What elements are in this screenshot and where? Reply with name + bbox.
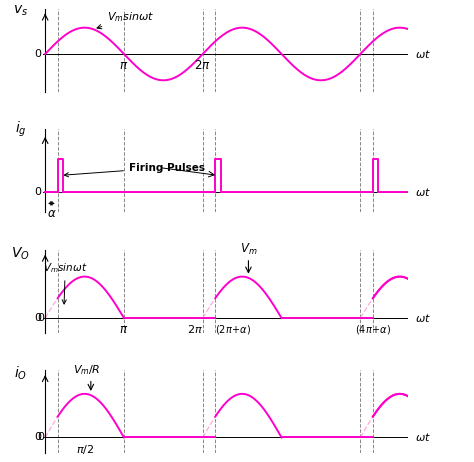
Text: $\omega t$: $\omega t$ — [415, 432, 431, 444]
Text: $\pi$: $\pi$ — [119, 59, 128, 72]
Y-axis label: $i_g$: $i_g$ — [15, 120, 27, 140]
Text: 0: 0 — [35, 432, 41, 443]
Text: $V_m sin\omega t$: $V_m sin\omega t$ — [43, 261, 87, 304]
Text: 0: 0 — [37, 432, 44, 443]
Text: $\omega t$: $\omega t$ — [415, 312, 431, 324]
Text: $\omega t$: $\omega t$ — [415, 186, 431, 198]
Text: $2\pi$: $2\pi$ — [187, 323, 203, 335]
Y-axis label: $V_O$: $V_O$ — [11, 246, 30, 262]
Text: $V_m sin\omega t$: $V_m sin\omega t$ — [97, 10, 155, 29]
Y-axis label: $v_s$: $v_s$ — [13, 3, 28, 18]
Text: 0: 0 — [35, 313, 41, 323]
Text: 0: 0 — [35, 49, 41, 59]
Text: $(4\pi\!+\!\alpha)$: $(4\pi\!+\!\alpha)$ — [355, 323, 391, 336]
Text: $\pi$: $\pi$ — [119, 323, 128, 336]
Text: $\alpha$: $\alpha$ — [46, 207, 56, 220]
Text: 0: 0 — [35, 187, 41, 197]
Y-axis label: $i_O$: $i_O$ — [14, 365, 27, 382]
Text: $(2\pi\!+\!\alpha)$: $(2\pi\!+\!\alpha)$ — [215, 323, 251, 336]
Text: $\pi/2$: $\pi/2$ — [75, 443, 93, 456]
Text: Firing Pulses: Firing Pulses — [64, 163, 205, 177]
Text: $V_m/R$: $V_m/R$ — [73, 364, 101, 377]
Text: 0: 0 — [37, 313, 44, 323]
Text: $\omega t$: $\omega t$ — [415, 48, 431, 60]
Text: $2\pi$: $2\pi$ — [194, 59, 211, 72]
Text: $V_m$: $V_m$ — [240, 242, 257, 257]
